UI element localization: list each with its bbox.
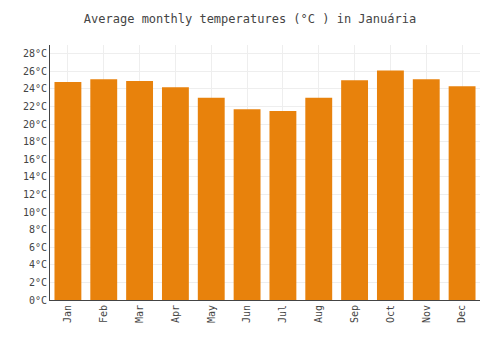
svg-text:0°C: 0°C — [29, 295, 47, 306]
svg-text:12°C: 12°C — [23, 189, 47, 200]
svg-text:Jan: Jan — [62, 305, 73, 323]
svg-text:24°C: 24°C — [23, 83, 47, 94]
svg-text:20°C: 20°C — [23, 119, 47, 130]
svg-text:Jun: Jun — [241, 305, 252, 323]
svg-text:16°C: 16°C — [23, 154, 47, 165]
svg-text:Nov: Nov — [421, 305, 432, 323]
svg-text:Average monthly temperatures (: Average monthly temperatures (°C ) in Ja… — [84, 12, 416, 26]
svg-text:Oct: Oct — [385, 305, 396, 323]
svg-text:Feb: Feb — [98, 305, 109, 323]
svg-text:8°C: 8°C — [29, 224, 47, 235]
svg-text:6°C: 6°C — [29, 242, 47, 253]
svg-text:Aug: Aug — [313, 305, 324, 323]
svg-text:18°C: 18°C — [23, 136, 47, 147]
svg-text:26°C: 26°C — [23, 66, 47, 77]
svg-text:2°C: 2°C — [29, 277, 47, 288]
svg-text:May: May — [206, 305, 217, 323]
svg-text:Sep: Sep — [349, 305, 360, 323]
svg-text:28°C: 28°C — [23, 48, 47, 59]
svg-text:Mar: Mar — [134, 305, 145, 323]
svg-text:Apr: Apr — [170, 305, 181, 323]
svg-text:Jul: Jul — [277, 305, 288, 323]
svg-text:Dec: Dec — [456, 305, 467, 323]
svg-text:10°C: 10°C — [23, 207, 47, 218]
svg-text:14°C: 14°C — [23, 171, 47, 182]
svg-text:22°C: 22°C — [23, 101, 47, 112]
svg-text:4°C: 4°C — [29, 259, 47, 270]
